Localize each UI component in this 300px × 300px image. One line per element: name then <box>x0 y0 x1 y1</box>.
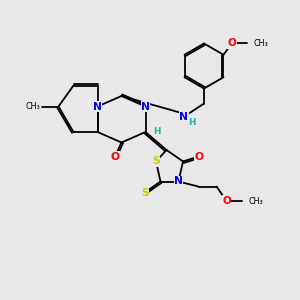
Text: O: O <box>110 152 119 162</box>
Text: O: O <box>227 38 236 48</box>
Text: N: N <box>179 112 188 122</box>
Text: O: O <box>194 152 203 162</box>
Text: S: S <box>141 188 148 198</box>
Text: H: H <box>188 118 196 127</box>
Text: N: N <box>93 101 102 112</box>
Text: N: N <box>141 101 150 112</box>
Text: O: O <box>222 196 231 206</box>
Text: H: H <box>153 127 161 136</box>
Text: CH₃: CH₃ <box>25 102 40 111</box>
Text: S: S <box>152 156 160 167</box>
Text: CH₃: CH₃ <box>254 39 268 48</box>
Text: N: N <box>174 176 183 187</box>
Text: CH₃: CH₃ <box>248 196 263 206</box>
